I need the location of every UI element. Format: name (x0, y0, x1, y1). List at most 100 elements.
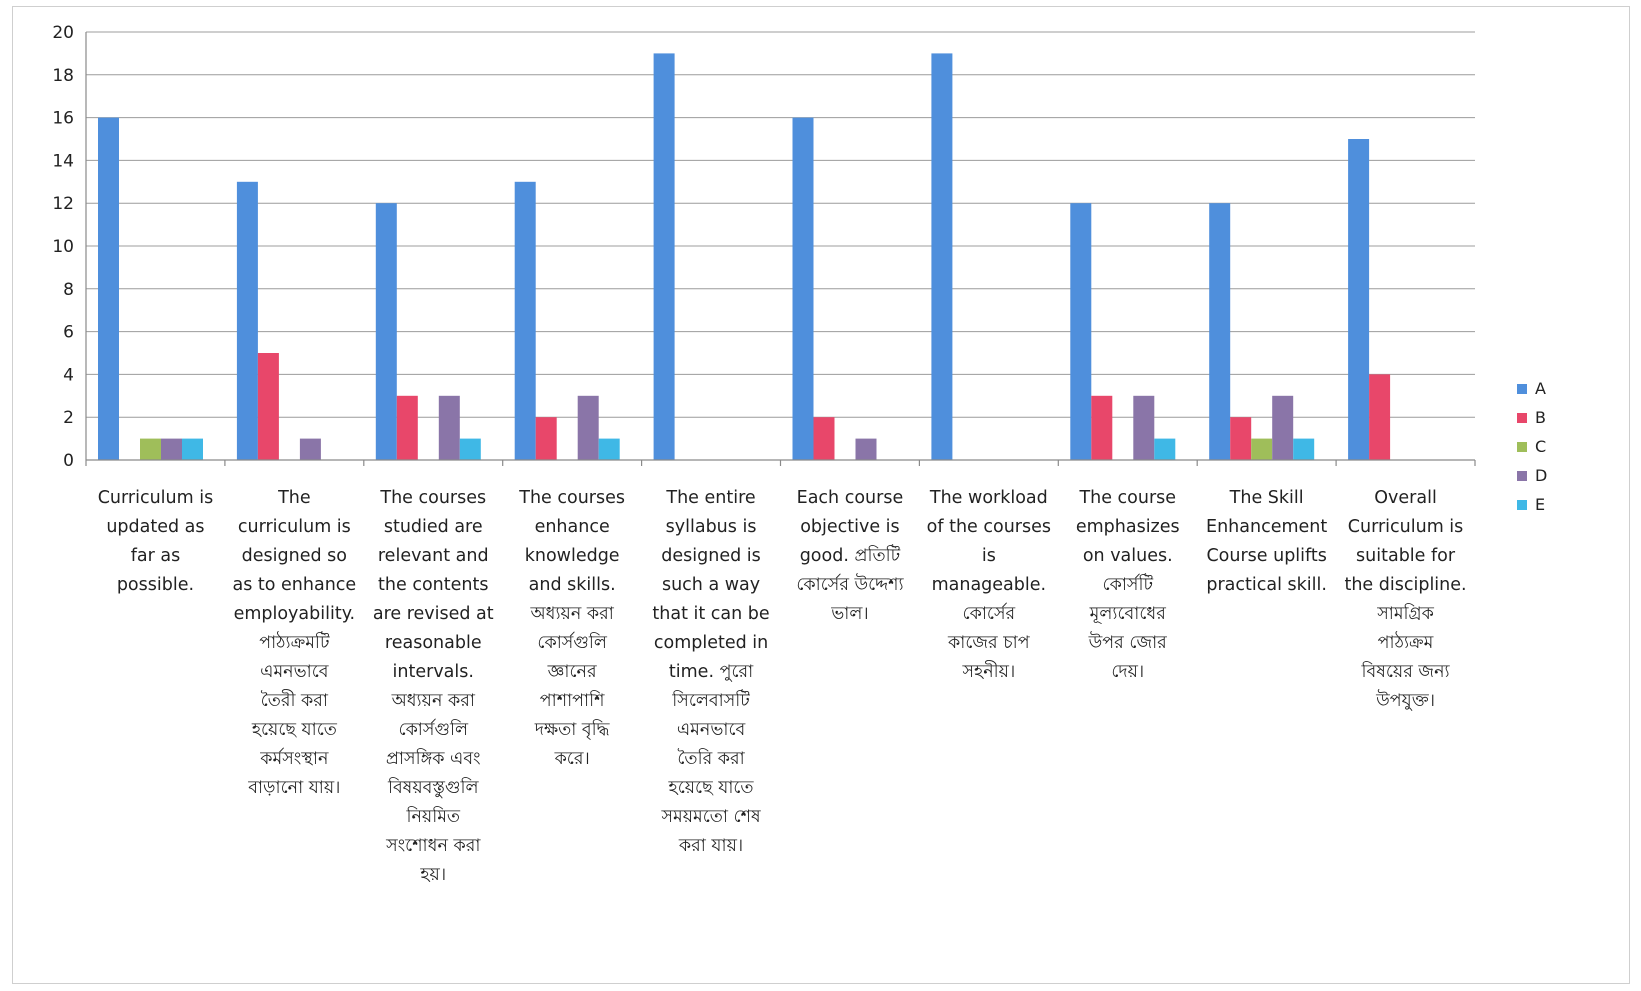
category-label-line: of the courses (927, 517, 1051, 537)
category-label-line: সময়মতো শেষ (660, 807, 762, 827)
y-tick-label: 14 (52, 151, 74, 171)
bar-E-9 (1293, 438, 1315, 460)
category-label-line: জ্ঞানের (547, 662, 598, 682)
category-label-line: such a way (662, 575, 760, 595)
legend-label-A: A (1535, 379, 1546, 398)
bar-D-8 (1133, 395, 1155, 460)
bar-A-5 (653, 53, 675, 461)
category-label-line: suitable for (1356, 546, 1456, 566)
category-label-line: The Skill (1229, 488, 1304, 508)
category-label-line: উপর জোর (1088, 631, 1169, 653)
category-label-line: এমনভাবে (677, 720, 747, 740)
category-label-line: designed is (661, 546, 760, 566)
category-label-line: Curriculum is (98, 488, 214, 508)
category-label-line: are revised at (373, 604, 494, 624)
bar-D-9 (1272, 395, 1294, 460)
bar-B-9 (1230, 417, 1252, 460)
category-label-line: The courses (379, 488, 486, 508)
legend-label-E: E (1535, 495, 1545, 514)
bar-C-1 (140, 438, 161, 460)
category-label-1: Curriculum is updated as far as possible. (98, 488, 214, 595)
category-label-10: Overall Curriculum is suitable for the disc… (1344, 488, 1466, 711)
category-label-line: enhance (535, 517, 610, 537)
bar-B-3 (396, 395, 418, 460)
category-label-line: The courses (518, 488, 625, 508)
y-tick-label: 8 (63, 280, 74, 300)
category-label-line: completed in (654, 633, 768, 653)
category-label-line: কোর্সগুলি (398, 718, 469, 740)
category-label-line: উপযুক্ত। (1375, 689, 1435, 711)
category-labels: Curriculum is updated as far as possible. Th… (98, 488, 1467, 885)
gridlines (86, 31, 1475, 418)
category-label-line: পাঠ্যক্রমটি (259, 631, 331, 653)
category-label-line: কর্মসংস্থান (259, 747, 329, 769)
bar-D-3 (438, 395, 460, 460)
category-label-line: far as (131, 546, 180, 566)
bar-A-4 (514, 181, 536, 461)
category-label-line: The entire (665, 488, 755, 508)
bar-D-4 (577, 395, 599, 460)
y-tick-label: 6 (63, 323, 74, 343)
bar-E-1 (182, 438, 203, 460)
category-label-line: তৈরী করা (261, 689, 329, 711)
category-label-line: reasonable (385, 633, 482, 653)
category-label-line: মূল্যবোধের (1089, 604, 1168, 624)
category-label-line: দক্ষতা বৃদ্ধি (534, 719, 611, 741)
bar-A-10 (1348, 139, 1370, 460)
bar-A-7 (931, 53, 953, 461)
category-label-line: অধ্যয়ন করা (391, 691, 476, 711)
category-label-line: employability. (234, 604, 356, 624)
y-tick-label: 18 (52, 66, 74, 86)
bar-E-8 (1154, 438, 1176, 460)
category-label-line: studied are (384, 517, 483, 537)
category-label-line: অধ্যয়ন করা (529, 604, 614, 624)
bar-E-3 (459, 438, 481, 460)
legend-label-D: D (1535, 466, 1547, 485)
category-label-7: The workload of the courses is manageable. ক… (927, 488, 1051, 682)
chart-frame: 0 2 4 6 8 10 12 14 16 18 20 Curriculum is updated a… (12, 6, 1630, 984)
category-label-line: the contents (378, 575, 488, 595)
y-tick-label: 20 (52, 23, 74, 43)
bars (98, 53, 1391, 461)
category-label-line: হয়েছে যাতে (668, 778, 755, 798)
bar-B-6 (813, 417, 835, 460)
bar-D-1 (161, 438, 182, 460)
legend-swatch-A (1517, 384, 1527, 394)
bar-A-3 (375, 203, 397, 460)
bar-A-1 (98, 117, 119, 460)
category-label-line: relevant and (378, 546, 489, 566)
category-label-line: curriculum is (238, 517, 351, 537)
bar-A-6 (792, 117, 814, 460)
category-label-line: সিলেবাসটি (671, 689, 751, 711)
legend-label-C: C (1535, 437, 1546, 456)
category-label-line: The (277, 488, 311, 508)
category-label-line: কাজের চাপ (947, 633, 1031, 653)
category-label-line: manageable. (932, 575, 1047, 595)
category-label-line: on values. (1083, 546, 1173, 566)
category-label-line: Curriculum is (1348, 517, 1464, 537)
legend-label-B: B (1535, 408, 1546, 427)
bar-A-2 (236, 181, 258, 461)
category-label-line: পাঠ্যক্রম (1378, 631, 1435, 653)
bar-B-8 (1091, 395, 1113, 460)
bar-chart: 0 2 4 6 8 10 12 14 16 18 20 Curriculum is updated a… (52, 23, 1547, 885)
bar-A-8 (1070, 203, 1092, 460)
axes: 0 2 4 6 8 10 12 14 16 18 20 (52, 23, 1476, 471)
bar-D-6 (855, 438, 877, 460)
category-label-line: Overall (1374, 488, 1437, 508)
category-label-line: designed so (242, 546, 347, 566)
category-label-line: করা যায়। (678, 836, 743, 856)
category-label-line: সহনীয়। (961, 660, 1015, 682)
category-label-line: বিষয়ের জন্য (1360, 661, 1450, 682)
category-label-line: কোর্সের উদ্দেশ্য (796, 573, 904, 595)
category-label-line: কোর্সের (963, 602, 1017, 624)
category-label-line: time. পুরো (669, 662, 754, 682)
bar-D-2 (299, 438, 321, 460)
y-tick-label: 2 (63, 408, 74, 428)
y-tick-label: 4 (63, 365, 74, 385)
bar-B-2 (257, 353, 279, 460)
category-label-8: The course emphasizes on values. কোর্সটি মূল… (1076, 488, 1180, 682)
bar-B-4 (535, 417, 557, 460)
category-label-line: as to enhance (232, 575, 356, 595)
